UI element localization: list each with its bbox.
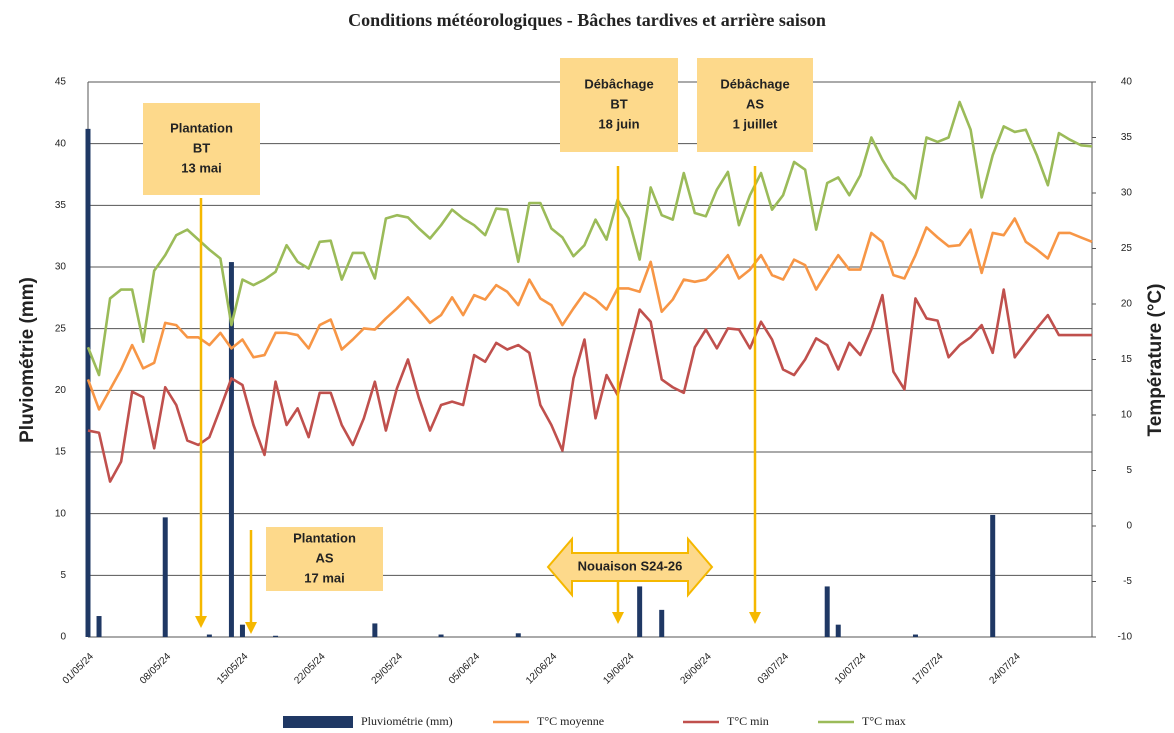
y-tick-label: 25: [55, 323, 67, 334]
annotation-arrowhead: [612, 612, 624, 624]
x-tick-label: 01/05/24: [61, 651, 97, 687]
annotation-text: 13 mai: [181, 160, 221, 175]
annotation-arrowhead: [245, 622, 257, 634]
y-tick-label: 10: [55, 508, 67, 519]
annotation-text: Plantation: [293, 530, 356, 545]
y-axis-label: Pluviométrie (mm): [17, 277, 38, 443]
line-series: [87, 288, 1092, 483]
annotation-arrowhead: [749, 612, 761, 624]
bar: [515, 633, 521, 637]
annotation-text: Plantation: [170, 120, 233, 135]
bar: [372, 623, 378, 637]
y2-tick-label: 40: [1121, 77, 1133, 88]
annotation-text: Débâchage: [584, 76, 653, 91]
bar: [824, 586, 830, 637]
y-tick-label: 40: [55, 138, 67, 149]
annotation-box: [266, 527, 383, 591]
annotation-text: 18 juin: [598, 116, 639, 131]
annotation-text: AS: [746, 96, 764, 111]
annotation-box: [143, 103, 260, 195]
x-tick-label: 10/07/24: [833, 651, 869, 687]
y2-tick-label: 0: [1126, 521, 1132, 532]
x-tick-label: 08/05/24: [138, 651, 174, 687]
bar: [637, 586, 643, 637]
x-tick-label: 15/05/24: [215, 651, 251, 687]
annotation-box: [697, 58, 813, 152]
annotation-text: 17 mai: [304, 570, 344, 585]
x-tick-label: 03/07/24: [756, 651, 792, 687]
annotation-box: [560, 58, 678, 152]
annotation-text: BT: [610, 96, 627, 111]
annotation-text: Débâchage: [720, 76, 789, 91]
y-tick-label: 20: [55, 385, 67, 396]
bar: [206, 634, 212, 637]
bar: [239, 624, 245, 637]
y2-tick-label: 15: [1121, 354, 1133, 365]
y2-axis-label: Température (°C): [1145, 284, 1166, 437]
chart-title: Conditions météorologiques - Bâches tard…: [348, 10, 826, 30]
legend-label: Pluviométrie (mm): [361, 714, 453, 728]
y-tick-label: 45: [55, 77, 67, 88]
legend-label: T°C moyenne: [537, 714, 604, 728]
y2-tick-label: 35: [1121, 132, 1133, 143]
x-tick-label: 22/05/24: [292, 651, 328, 687]
legend-label: T°C max: [862, 714, 906, 728]
bar: [273, 635, 279, 637]
y2-tick-label: 25: [1121, 243, 1133, 254]
bar: [990, 514, 996, 637]
bar: [438, 634, 444, 637]
annotation-double-arrow: [546, 536, 714, 598]
bar: [228, 262, 234, 637]
x-tick-label: 05/06/24: [447, 651, 483, 687]
line-series: [86, 100, 1093, 377]
y-tick-label: 5: [60, 570, 66, 581]
y-tick-label: 35: [55, 200, 67, 211]
bar: [659, 609, 665, 637]
annotation-arrowhead: [195, 616, 207, 628]
line-series: [86, 217, 1093, 411]
y2-tick-label: -10: [1118, 632, 1133, 643]
x-tick-label: 24/07/24: [987, 651, 1023, 687]
y2-tick-label: 30: [1121, 188, 1133, 199]
y-tick-label: 0: [60, 632, 66, 643]
x-tick-label: 26/06/24: [679, 651, 715, 687]
x-tick-label: 17/07/24: [910, 651, 946, 687]
bar: [96, 616, 102, 637]
y2-tick-label: -5: [1123, 576, 1132, 587]
annotation-text: 1 juillet: [733, 116, 778, 131]
y2-tick-label: 20: [1121, 299, 1133, 310]
x-tick-label: 12/06/24: [524, 651, 560, 687]
y-tick-label: 15: [55, 447, 67, 458]
y-tick-label: 30: [55, 262, 67, 273]
annotation-text: BT: [193, 140, 210, 155]
bar: [162, 517, 168, 637]
bar: [912, 634, 918, 637]
annotation-text: Nouaison S24-26: [578, 558, 683, 573]
x-tick-label: 19/06/24: [601, 651, 637, 687]
legend-label: T°C min: [727, 714, 769, 728]
y2-tick-label: 5: [1126, 465, 1132, 476]
y2-tick-label: 10: [1121, 410, 1133, 421]
x-tick-label: 29/05/24: [370, 651, 406, 687]
bar: [835, 624, 841, 637]
legend-swatch: [283, 716, 353, 728]
annotation-text: AS: [315, 550, 333, 565]
